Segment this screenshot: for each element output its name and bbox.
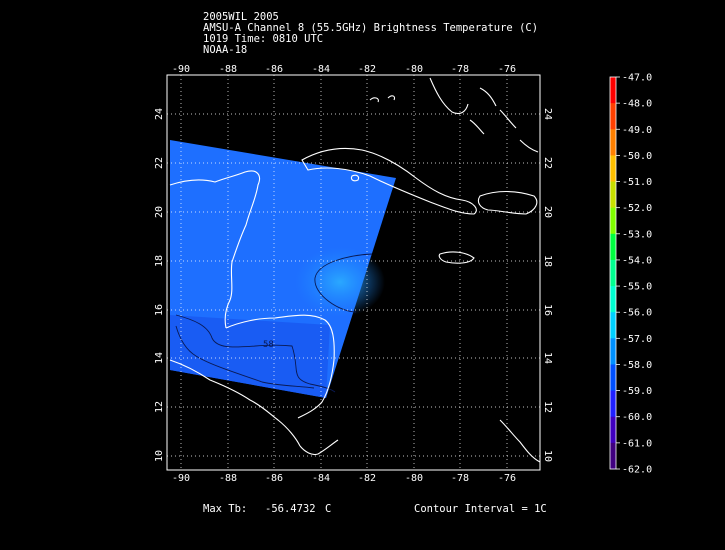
lat-tick-label: 18	[542, 255, 553, 267]
contour-label: 58	[263, 340, 274, 350]
max-tb-value: -56.4732	[265, 503, 316, 515]
contour-line-58	[175, 314, 336, 393]
lon-tick-label: -86	[265, 473, 283, 484]
lat-tick-label: 20	[154, 206, 165, 218]
colorbar-label: -55.0	[622, 282, 652, 293]
coastlines	[169, 77, 541, 463]
colorbar-label: -61.0	[622, 438, 652, 449]
lat-tick-label: 12	[154, 401, 165, 413]
lon-labels-bottom: -90 -88 -86 -84 -82 -80 -78 -76	[172, 473, 516, 484]
colorbar-segment	[610, 155, 616, 183]
contour-line-west	[175, 325, 315, 389]
colorbar-label: -52.0	[622, 203, 652, 214]
colorbar-segment	[610, 364, 616, 392]
lat-tick-label: 24	[542, 108, 553, 120]
product-title: AMSU-A Channel 8 (55.5GHz) Brightness Te…	[203, 22, 539, 34]
lon-tick-label: -76	[498, 64, 516, 75]
lon-tick-label: -76	[498, 473, 516, 484]
max-tb-label: Max Tb:	[203, 503, 248, 515]
warm-core-region	[295, 247, 385, 317]
colorbar-segment	[610, 129, 616, 156]
lon-tick-label: -82	[358, 473, 376, 484]
colorbar-segment	[610, 103, 616, 130]
colorbar-label: -51.0	[622, 177, 652, 188]
lat-tick-label: 22	[542, 157, 553, 169]
lon-tick-label: -78	[451, 473, 469, 484]
colorbar-label: -54.0	[622, 255, 652, 266]
lon-tick-label: -84	[312, 473, 330, 484]
colorbar-label: -58.0	[622, 360, 652, 371]
colorbar-label: -62.0	[622, 465, 652, 476]
colorbar-label: -48.0	[622, 99, 652, 110]
lat-tick-label: 16	[154, 304, 165, 316]
lon-tick-label: -80	[405, 473, 423, 484]
lon-tick-label: -80	[405, 64, 423, 75]
lat-tick-label: 22	[154, 157, 165, 169]
map-frame	[166, 74, 541, 471]
lat-tick-label: 20	[542, 206, 553, 218]
colorbar-segment	[610, 338, 616, 365]
colorbar-segment	[610, 286, 616, 313]
storm-title: 2005WIL 2005	[203, 11, 279, 23]
colorbar-label: -56.0	[622, 308, 652, 319]
lat-tick-label: 14	[154, 352, 165, 364]
colorbar-segment	[610, 181, 616, 209]
lat-tick-label: 12	[542, 401, 553, 413]
lon-tick-label: -78	[451, 64, 469, 75]
colorbar-label: -50.0	[622, 151, 652, 162]
colorbar-segment	[610, 77, 616, 104]
colorbar-segment	[610, 233, 616, 261]
colorbar-segment	[610, 442, 616, 470]
lon-tick-label: -90	[172, 64, 190, 75]
lon-labels-top: -90 -88 -86 -84 -82 -80 -78 -76	[172, 64, 516, 75]
lon-tick-label: -88	[219, 64, 237, 75]
max-tb-unit: C	[325, 503, 332, 515]
colorbar-segment	[610, 259, 616, 287]
lat-tick-label: 10	[542, 450, 553, 462]
lon-tick-label: -88	[219, 473, 237, 484]
swath-lower-band	[170, 315, 330, 398]
lat-tick-label: 24	[154, 108, 165, 120]
lon-tick-label: -82	[358, 64, 376, 75]
colorbar-segment	[610, 207, 616, 235]
colorbar-label: -49.0	[622, 125, 652, 136]
lon-tick-label: -84	[312, 64, 330, 75]
lat-labels-left: 24 22 20 18 16 14 12 10	[154, 108, 165, 462]
contour-line	[314, 253, 373, 313]
lat-tick-label: 16	[542, 304, 553, 316]
colorbar-label: -53.0	[622, 229, 652, 240]
lat-tick-label: 10	[154, 450, 165, 462]
lat-labels-right: 24 22 20 18 16 14 12 10	[542, 108, 553, 462]
colorbar-label: -47.0	[622, 73, 652, 84]
colorbar: -47.0 -48.0 -49.0 -50.0 -51.0 -52.0 -53.0 -54.0…	[609, 73, 652, 476]
colorbar-frame	[609, 76, 617, 470]
time-line: 1019 Time: 0810 UTC	[203, 33, 324, 45]
contour-interval: Contour Interval = 1C	[414, 503, 547, 515]
lon-tick-label: -86	[265, 64, 283, 75]
lon-tick-label: -90	[172, 473, 190, 484]
satellite-name: NOAA-18	[203, 44, 248, 56]
colorbar-segment	[610, 390, 616, 418]
colorbar-label: -60.0	[622, 412, 652, 423]
lat-tick-label: 14	[542, 352, 553, 364]
colorbar-label: -57.0	[622, 334, 652, 345]
colorbar-segment	[610, 312, 616, 339]
lat-tick-label: 18	[154, 255, 165, 267]
colorbar-segment	[610, 416, 616, 444]
colorbar-label: -59.0	[622, 386, 652, 397]
